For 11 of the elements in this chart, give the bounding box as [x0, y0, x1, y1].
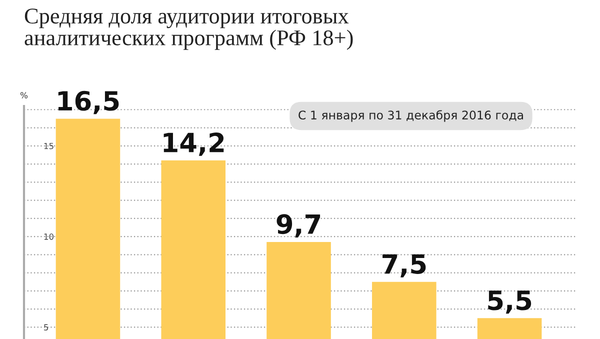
- y-axis-title: %: [20, 92, 28, 98]
- data-label: 16,5: [58, 90, 119, 114]
- y-tick-label: 15: [44, 142, 54, 150]
- annotation: С 1 января по 31 декабря 2016 года: [298, 110, 523, 122]
- y-tick-label: 5: [44, 324, 48, 330]
- y-tick-label: 10: [44, 234, 54, 240]
- chart-title: Средняя доля аудитории итоговых аналитических программ (РФ 18+): [24, 8, 353, 50]
- data-label: 14,2: [164, 132, 224, 156]
- data-label: 5,5: [488, 290, 532, 314]
- data-label: 7,5: [382, 254, 426, 278]
- data-label: 9,7: [276, 214, 320, 238]
